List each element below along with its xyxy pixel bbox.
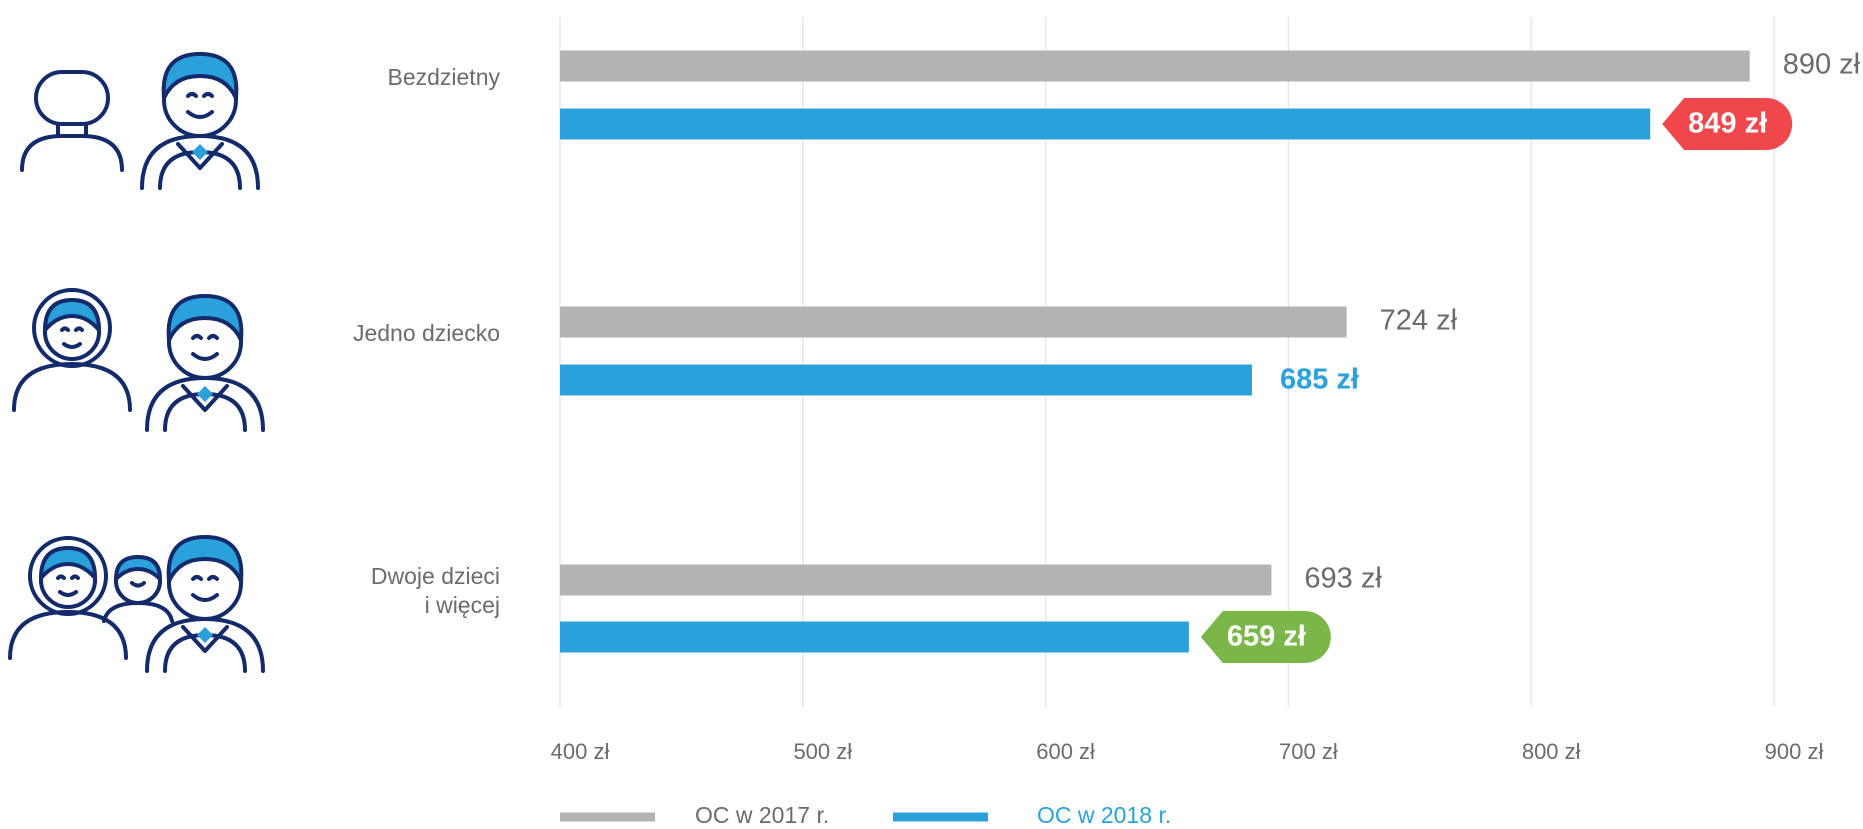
bar	[560, 306, 1347, 338]
bar	[560, 564, 1272, 596]
value-label: 685 zł	[1280, 364, 1359, 396]
x-tick-label: 600 zł	[1036, 739, 1095, 764]
icons	[8, 51, 265, 673]
value-label: 849 zł	[1688, 108, 1767, 140]
x-tick-label: 400 zł	[551, 739, 610, 764]
category-label: Bezdzietny	[387, 63, 500, 90]
value-label: 693 zł	[1304, 563, 1382, 595]
bar	[560, 50, 1750, 82]
x-tick-label: 500 zł	[793, 739, 852, 764]
bar	[560, 364, 1252, 396]
x-tick-label: 900 zł	[1765, 739, 1824, 764]
category-label: Jedno dziecko	[352, 319, 500, 346]
bar	[560, 621, 1189, 653]
category-label: Dwoje dzieci i więcej	[370, 562, 500, 618]
x-tick-label: 700 zł	[1279, 739, 1338, 764]
value-label: 659 zł	[1227, 621, 1306, 653]
bar	[560, 108, 1651, 140]
label-badge	[1200, 611, 1331, 663]
label-badge	[1662, 98, 1793, 150]
value-label: 724 zł	[1380, 305, 1458, 337]
legend-label: OC w 2018 r.	[1037, 802, 1171, 828]
legend-label: OC w 2017 r.	[695, 802, 829, 828]
value-label: 890 zł	[1783, 49, 1861, 81]
x-tick-label: 800 zł	[1522, 739, 1581, 764]
